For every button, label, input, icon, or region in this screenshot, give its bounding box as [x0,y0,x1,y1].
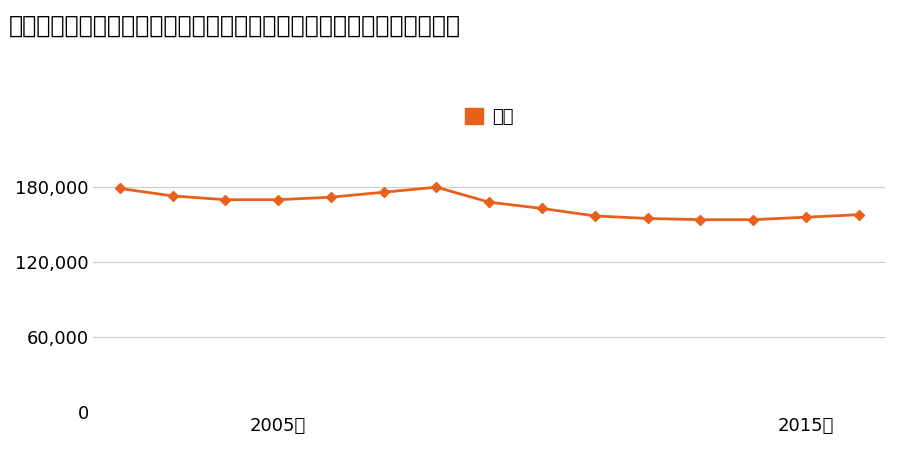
価格 [167,193,178,198]
Line: 価格: 価格 [116,184,862,223]
Text: 埼玉県さいたま市岩槻区緑区大字中尾字不動谷１１０番１８の地価推移: 埼玉県さいたま市岩槻区緑区大字中尾字不動谷１１０番１８の地価推移 [9,14,461,37]
価格 [642,216,652,221]
Legend: 価格: 価格 [458,101,521,134]
価格 [695,217,706,222]
価格 [800,215,811,220]
価格 [431,184,442,190]
価格 [378,189,389,195]
価格 [853,212,864,217]
価格 [748,217,759,222]
価格 [114,186,125,191]
価格 [326,194,337,200]
価格 [273,197,284,202]
価格 [220,197,230,202]
価格 [484,199,495,205]
価格 [590,213,600,219]
価格 [536,206,547,211]
